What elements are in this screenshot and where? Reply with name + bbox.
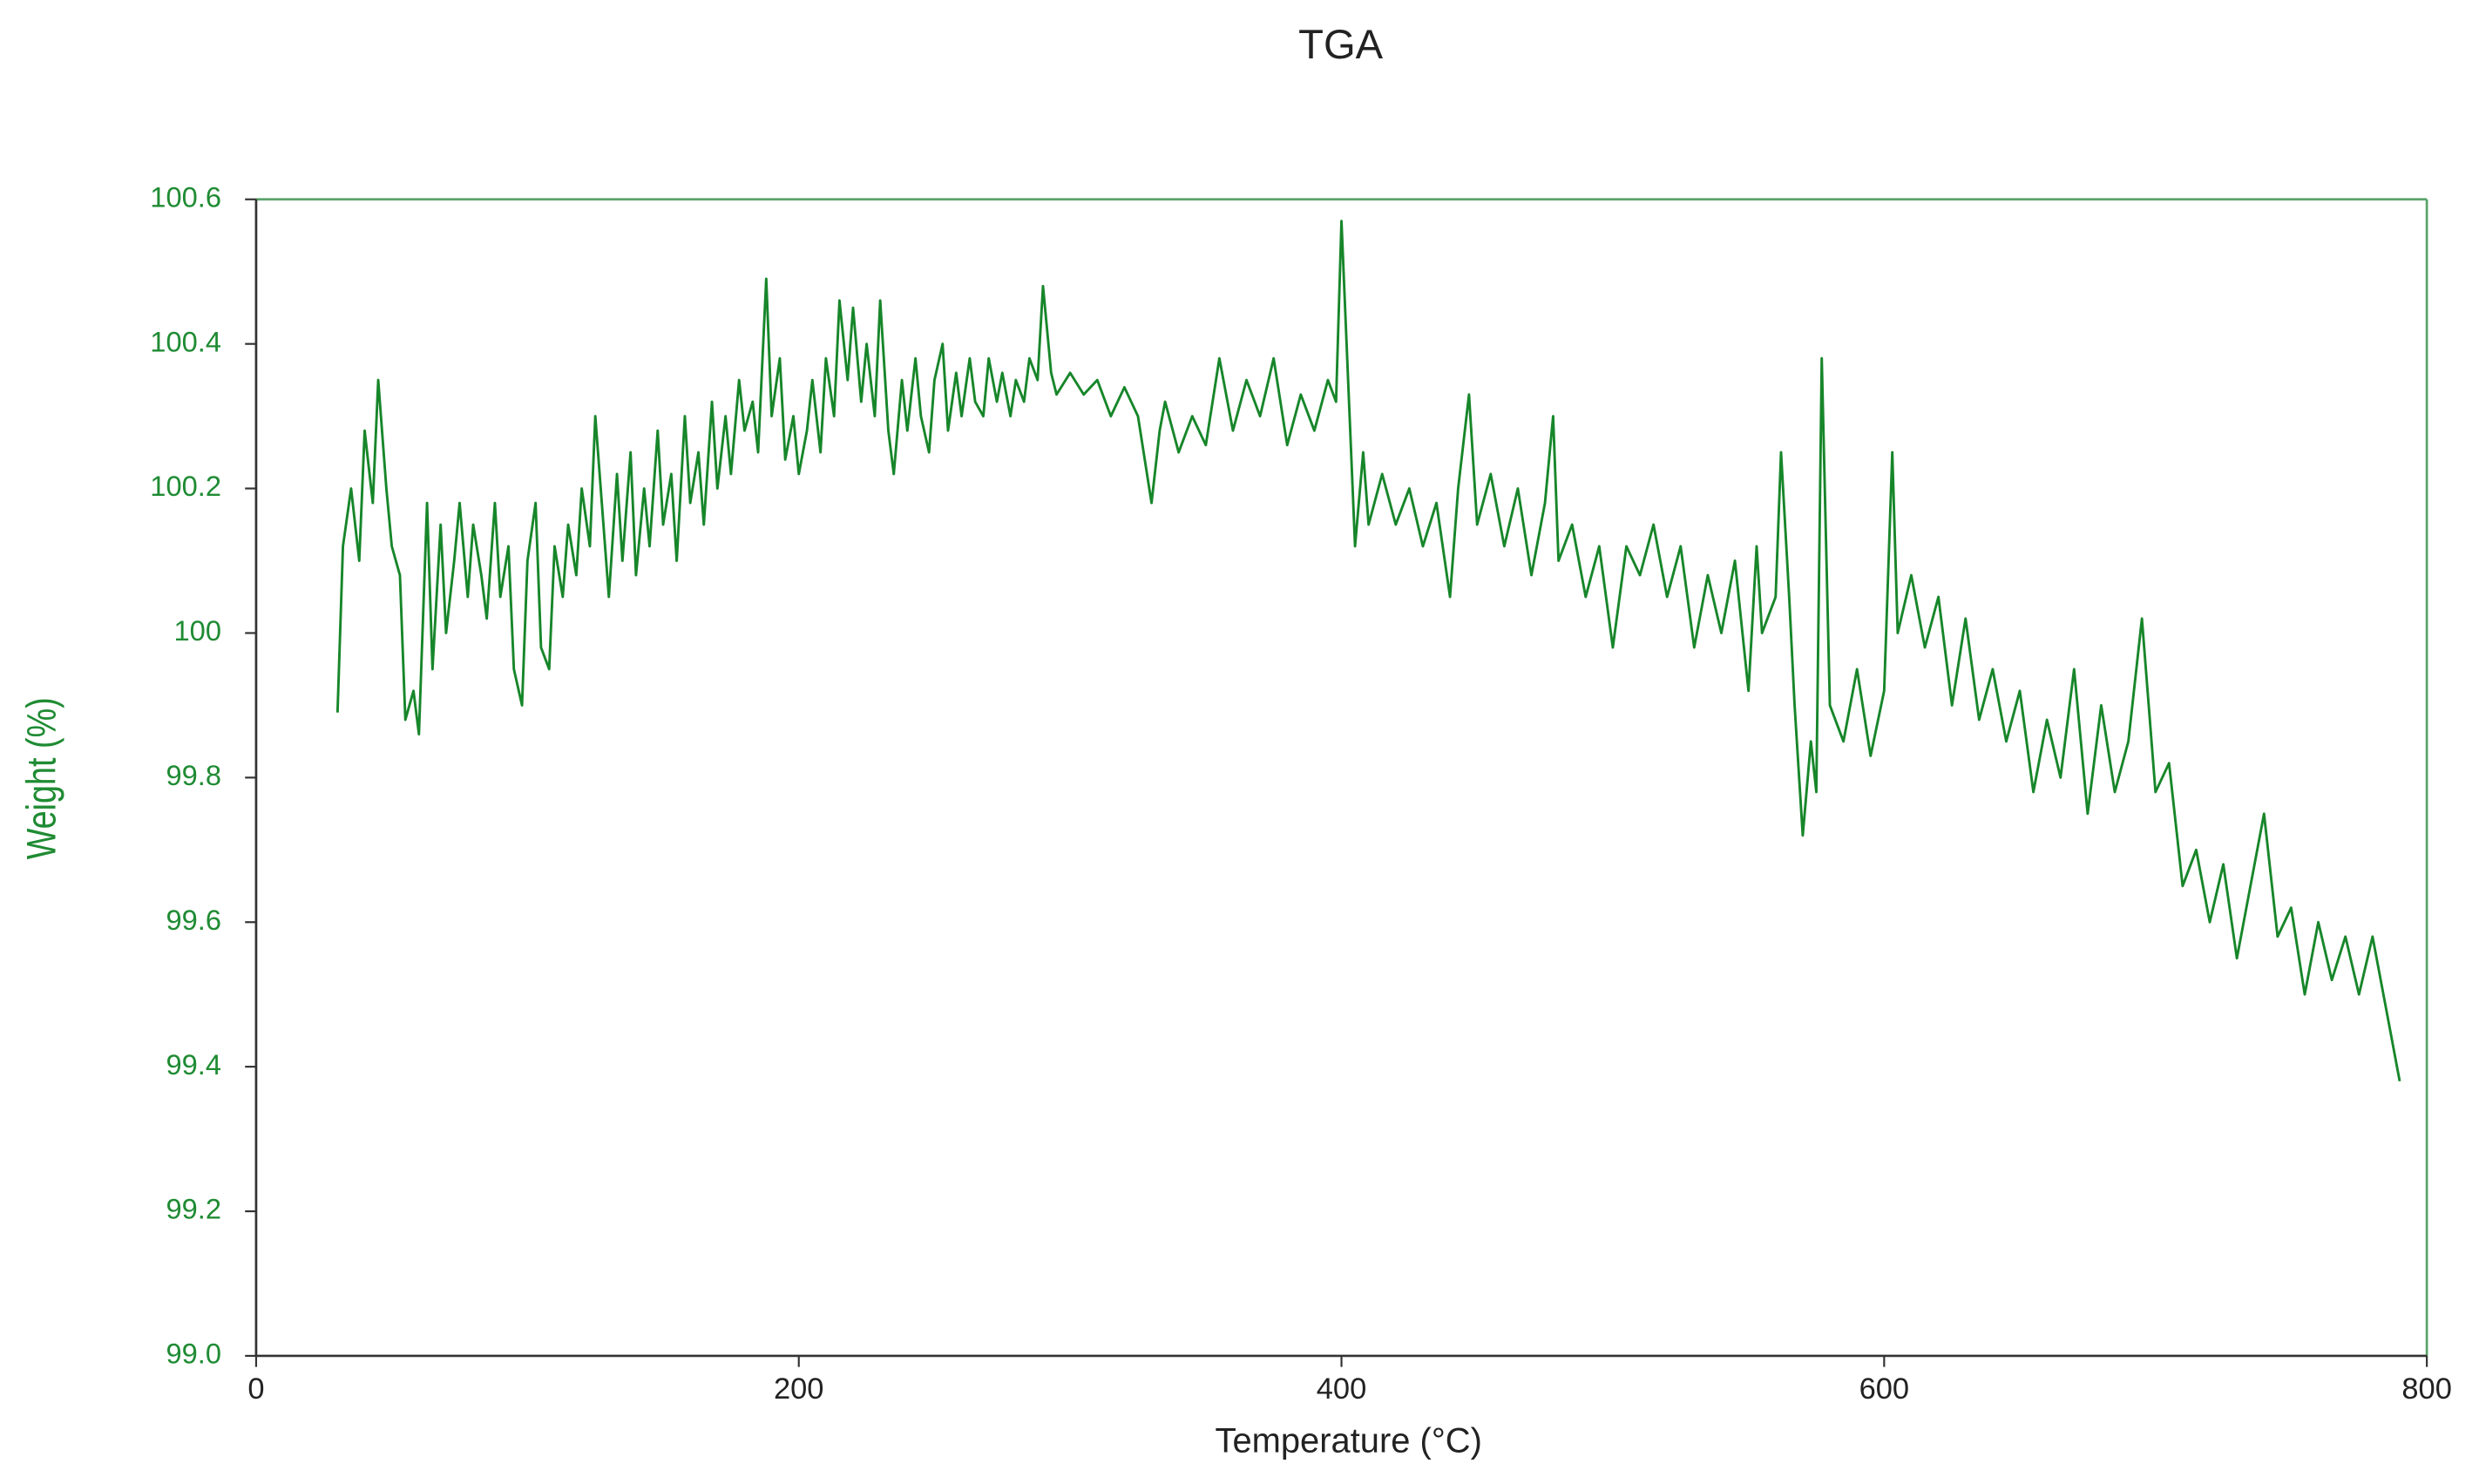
y-axis-label: Weight (%) [18, 697, 64, 859]
y-tick-label: 100 [174, 614, 221, 647]
x-tick-label: 200 [774, 1372, 823, 1406]
y-tick-label: 100.6 [150, 180, 221, 213]
data-line [335, 220, 2401, 1082]
chart-title: TGA [1298, 21, 1383, 67]
x-axis-label: Temperature (°C) [1216, 1421, 1482, 1460]
y-tick-label: 99.6 [166, 904, 221, 936]
y-tick-label: 99.8 [166, 759, 221, 791]
x-tick-label: 800 [2401, 1372, 2451, 1406]
y-tick-label: 99.0 [166, 1338, 221, 1370]
y-tick-label: 100.2 [150, 470, 221, 502]
y-tick-label: 100.4 [150, 325, 221, 357]
y-tick-label: 99.2 [166, 1193, 221, 1225]
x-tick-label: 400 [1317, 1372, 1366, 1406]
x-tick-label: 0 [247, 1372, 264, 1406]
plot-frame [254, 198, 2428, 1358]
x-tick-label: 600 [1859, 1372, 1909, 1406]
y-tick-label: 99.4 [166, 1048, 221, 1081]
